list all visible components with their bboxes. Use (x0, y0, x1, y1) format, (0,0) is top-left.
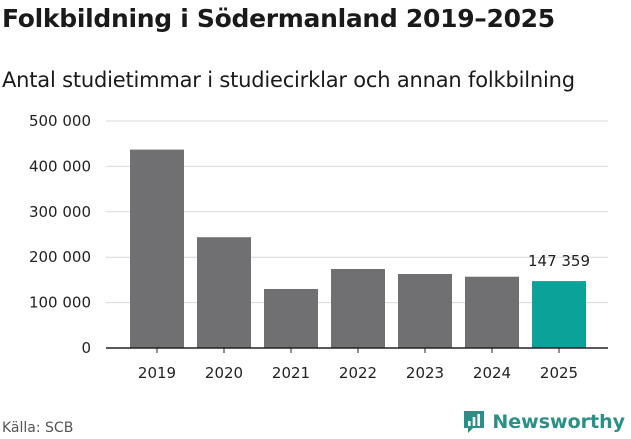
x-axis-tick-labels: 2019 2020 2021 2022 2023 2024 2025 (138, 348, 578, 382)
bar-2023 (398, 273, 452, 348)
y-axis-tick-labels: 0 100 000 200 000 300 000 400 000 500 000 (29, 112, 91, 357)
y-tick-label: 0 (81, 339, 91, 357)
x-tick-label: 2019 (138, 364, 176, 382)
x-tick-label: 2023 (406, 364, 444, 382)
y-tick-label: 100 000 (29, 294, 91, 312)
y-tick-label: 500 000 (29, 112, 91, 130)
y-tick-label: 400 000 (29, 157, 91, 175)
bar-2022 (331, 269, 385, 348)
brand-name: Newsworthy (492, 411, 625, 433)
x-tick-label: 2021 (272, 364, 310, 382)
newsworthy-logo-icon (464, 411, 485, 433)
x-tick-label: 2025 (540, 364, 578, 382)
source-note: Källa: SCB (2, 420, 74, 436)
brand-logo: Newsworthy (462, 409, 625, 435)
y-tick-label: 300 000 (29, 203, 91, 221)
bar-2021 (264, 288, 318, 348)
y-tick-label: 200 000 (29, 248, 91, 266)
bar-2024 (465, 276, 519, 348)
bar-2019 (130, 149, 184, 348)
chart-title: Folkbildning i Södermanland 2019–2025 (2, 4, 555, 33)
x-tick-label: 2024 (473, 364, 511, 382)
bars (130, 149, 586, 348)
x-tick-label: 2020 (205, 364, 243, 382)
data-label: 147 359 (528, 252, 590, 270)
x-tick-label: 2022 (339, 364, 377, 382)
bar-2020 (197, 237, 251, 348)
data-labels: 147 359 (528, 252, 590, 270)
bar-2025 (532, 281, 586, 348)
bar-chart: 0 100 000 200 000 300 000 400 000 500 000 201… (29, 112, 608, 382)
chart-subtitle: Antal studietimmar i studiecirklar och a… (2, 68, 575, 92)
